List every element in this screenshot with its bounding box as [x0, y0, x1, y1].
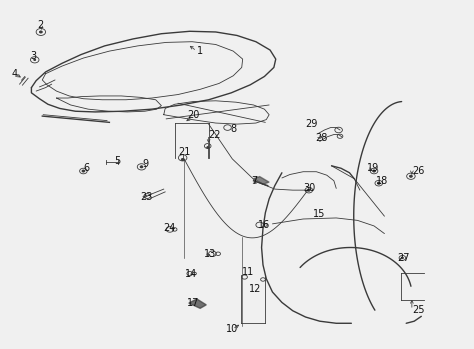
Circle shape	[377, 182, 380, 184]
Polygon shape	[189, 299, 206, 308]
Circle shape	[39, 31, 42, 33]
Circle shape	[401, 257, 403, 259]
Text: 22: 22	[209, 129, 221, 140]
Circle shape	[140, 166, 143, 168]
Circle shape	[308, 190, 310, 191]
Text: 29: 29	[306, 119, 318, 129]
Text: 10: 10	[226, 324, 238, 334]
Text: 12: 12	[249, 284, 261, 294]
Text: 18: 18	[376, 177, 389, 186]
Text: 3: 3	[31, 51, 37, 61]
Circle shape	[181, 158, 184, 161]
Circle shape	[34, 59, 36, 60]
Circle shape	[207, 147, 209, 148]
Text: 4: 4	[12, 69, 18, 79]
Text: 11: 11	[242, 267, 254, 277]
Circle shape	[410, 176, 411, 177]
Circle shape	[373, 170, 375, 172]
Circle shape	[82, 170, 85, 172]
Text: 2: 2	[38, 20, 44, 30]
Circle shape	[308, 189, 310, 191]
Text: 25: 25	[412, 305, 424, 315]
Text: 14: 14	[185, 269, 197, 279]
Text: 16: 16	[258, 220, 271, 230]
Text: 28: 28	[315, 133, 328, 143]
Text: 27: 27	[398, 253, 410, 263]
Text: 24: 24	[164, 223, 176, 233]
Text: 21: 21	[178, 147, 190, 157]
Text: 5: 5	[114, 156, 120, 165]
Text: 6: 6	[83, 163, 90, 172]
Text: 30: 30	[303, 184, 315, 193]
Text: 19: 19	[367, 163, 379, 172]
Text: 15: 15	[313, 209, 325, 220]
Text: 9: 9	[143, 159, 149, 169]
Circle shape	[182, 159, 183, 160]
Circle shape	[378, 183, 379, 184]
Text: 13: 13	[204, 250, 216, 259]
Text: 23: 23	[140, 192, 153, 202]
Text: 8: 8	[230, 124, 236, 134]
Text: 17: 17	[187, 298, 200, 308]
Text: 20: 20	[187, 110, 200, 120]
Text: 1: 1	[197, 46, 203, 56]
Circle shape	[207, 147, 208, 148]
Polygon shape	[254, 177, 269, 184]
Circle shape	[410, 175, 412, 177]
Circle shape	[141, 166, 142, 167]
Circle shape	[40, 31, 41, 32]
Text: 7: 7	[251, 177, 257, 186]
Text: 26: 26	[412, 166, 424, 176]
